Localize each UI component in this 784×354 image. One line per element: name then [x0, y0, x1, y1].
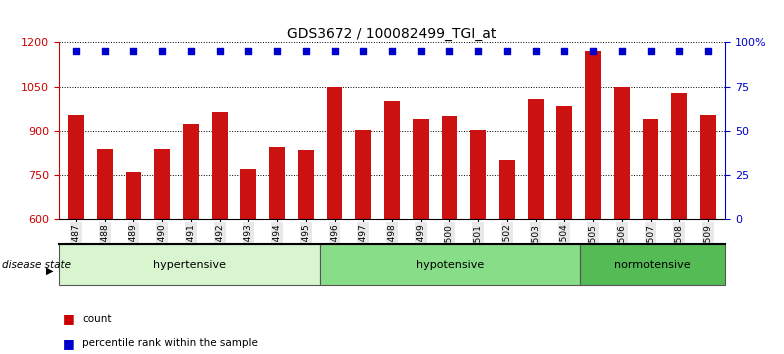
Bar	[154, 149, 170, 219]
Point	[328, 48, 341, 54]
Text: ■: ■	[63, 312, 74, 325]
Point	[529, 48, 542, 54]
Bar	[499, 160, 515, 219]
Bar	[241, 169, 256, 219]
Text: percentile rank within the sample: percentile rank within the sample	[82, 338, 258, 348]
Bar	[441, 116, 457, 219]
Point	[443, 48, 456, 54]
Point	[242, 48, 255, 54]
Text: ■: ■	[63, 337, 74, 350]
Point	[644, 48, 657, 54]
Point	[472, 48, 485, 54]
Bar	[212, 112, 227, 219]
Bar	[671, 93, 687, 219]
Point	[615, 48, 628, 54]
Point	[586, 48, 599, 54]
Point	[299, 48, 312, 54]
Point	[673, 48, 685, 54]
Text: ▶: ▶	[45, 266, 53, 276]
Bar	[320, 244, 580, 285]
Bar	[327, 87, 343, 219]
Bar	[413, 119, 429, 219]
Text: count: count	[82, 314, 112, 324]
Text: normotensive: normotensive	[615, 259, 691, 270]
Point	[270, 48, 283, 54]
Bar	[355, 130, 371, 219]
Bar	[700, 115, 716, 219]
Bar	[125, 172, 141, 219]
Point	[156, 48, 169, 54]
Point	[386, 48, 398, 54]
Point	[702, 48, 714, 54]
Text: hypertensive: hypertensive	[153, 259, 226, 270]
Point	[70, 48, 82, 54]
Bar	[269, 147, 285, 219]
Point	[357, 48, 369, 54]
Bar	[97, 149, 113, 219]
Point	[558, 48, 571, 54]
Bar	[580, 244, 725, 285]
Text: disease state: disease state	[2, 259, 71, 270]
Bar	[59, 244, 320, 285]
Bar	[528, 98, 543, 219]
Text: hypotensive: hypotensive	[416, 259, 484, 270]
Bar	[470, 130, 486, 219]
Point	[415, 48, 427, 54]
Bar	[68, 115, 84, 219]
Bar	[384, 102, 400, 219]
Bar	[183, 124, 199, 219]
Point	[127, 48, 140, 54]
Bar	[614, 87, 630, 219]
Point	[501, 48, 514, 54]
Point	[213, 48, 226, 54]
Title: GDS3672 / 100082499_TGI_at: GDS3672 / 100082499_TGI_at	[287, 28, 497, 41]
Point	[185, 48, 198, 54]
Bar	[643, 119, 659, 219]
Point	[99, 48, 111, 54]
Bar	[557, 106, 572, 219]
Bar	[585, 51, 601, 219]
Bar	[298, 150, 314, 219]
